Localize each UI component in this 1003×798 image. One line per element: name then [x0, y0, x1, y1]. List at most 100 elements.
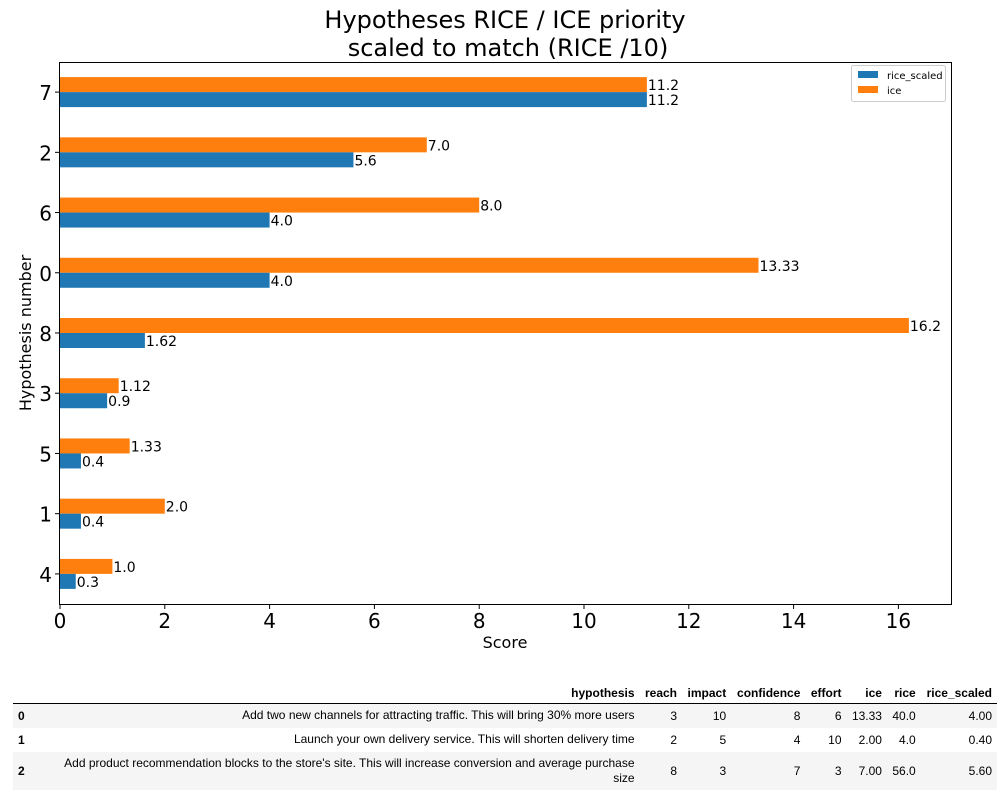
cell-reach: 2	[670, 732, 678, 747]
cell-effort: 10	[828, 732, 842, 747]
cell-rice-scaled: 5.60	[968, 763, 992, 778]
table-body: 0 Add two new channels for attracting tra…	[13, 703, 997, 790]
y-tick-label-5: 5	[39, 442, 52, 466]
table-header-rice-scaled: rice_scaled	[926, 686, 992, 700]
table-header-impact: impact	[687, 686, 727, 700]
chart-title-line1: Hypotheses RICE / ICE priority	[324, 6, 685, 34]
bar-rice-scaled-4	[60, 573, 76, 589]
table-header-rice: rice	[894, 686, 916, 700]
bar-rice-scaled-5	[60, 453, 81, 469]
bars-group: 1.0 0.3 2.0 0.4 1.33 0.4 1.120.9 16.2 1.62 13.33 4…	[60, 77, 941, 591]
x-tick-label-14: 14	[781, 609, 806, 633]
bar-ice-5	[60, 438, 130, 454]
x-tick-label-12: 12	[676, 609, 701, 633]
cell-effort: 6	[834, 708, 842, 723]
row-index: 0	[18, 708, 25, 723]
table-header-ice: ice	[865, 686, 882, 700]
cell-ice: 7.00	[858, 763, 882, 778]
x-tick-label-16: 16	[886, 609, 911, 633]
ticks-group: 4 1 5 3 8 0 6 2 7 0 2 4 6 8 10 12 14 16	[39, 81, 911, 633]
table-row: 1 Launch your own delivery service. This …	[13, 728, 997, 752]
legend-swatch-ice	[858, 86, 878, 93]
bar-ice-8	[60, 318, 909, 333]
bar-rice-scaled-7	[60, 92, 647, 108]
y-tick-label-2: 2	[39, 141, 52, 165]
row-index: 1	[18, 732, 25, 747]
bar-rice-scaled-3	[60, 393, 108, 409]
x-tick-label-10: 10	[571, 609, 596, 633]
data-label-rice-scaled-0: 4.0	[271, 274, 293, 290]
plot-frame	[59, 62, 952, 605]
cell-impact: 5	[719, 732, 727, 747]
data-label-rice-scaled-5: 0.4	[82, 454, 104, 470]
x-tick-label-4: 4	[263, 609, 276, 633]
cell-rice: 56.0	[892, 763, 916, 778]
bar-rice-scaled-2	[60, 152, 354, 168]
cell-rice-scaled: 4.00	[968, 708, 992, 723]
data-label-ice-4: 1.0	[113, 560, 135, 576]
table-header-hypothesis: hypothesis	[571, 686, 635, 700]
bar-ice-2	[60, 137, 427, 153]
data-label-ice-7: 11.2	[648, 78, 679, 94]
y-axis-label: Hypothesis number	[16, 254, 35, 411]
y-tick-label-6: 6	[39, 202, 52, 226]
data-label-ice-0: 13.33	[759, 259, 799, 275]
cell-impact: 10	[712, 708, 727, 723]
table-row: 0 Add two new channels for attracting tra…	[13, 703, 997, 728]
cell-ice: 2.00	[858, 732, 882, 747]
bar-rice-scaled-6	[60, 212, 270, 228]
legend-label-ice: ice	[887, 86, 901, 97]
y-tick-label-1: 1	[39, 503, 52, 527]
data-label-ice-1: 2.0	[166, 500, 188, 516]
y-tick-label-0: 0	[39, 262, 52, 286]
data-label-ice-8: 16.2	[910, 319, 941, 335]
cell-hypothesis: Launch your own delivery service. This w…	[293, 732, 635, 746]
bar-ice-4	[60, 558, 113, 574]
x-tick-label-8: 8	[473, 609, 486, 633]
cell-confidence: 7	[793, 763, 801, 778]
bar-ice-3	[60, 378, 119, 394]
legend: rice_scaled ice	[851, 65, 946, 102]
cell-reach: 3	[670, 708, 678, 723]
table-header-confidence: confidence	[737, 686, 801, 700]
bar-rice-scaled-1	[60, 513, 81, 529]
data-label-rice-scaled-7: 11.2	[648, 93, 679, 109]
data-label-rice-scaled-8: 1.62	[146, 334, 177, 350]
cell-hypothesis: Add two new channels for attracting traf…	[242, 708, 635, 723]
data-table: hypothesis reach impact confidence effort ice…	[13, 683, 997, 790]
y-tick-label-3: 3	[39, 382, 52, 406]
legend-swatch-rice-scaled	[858, 71, 878, 78]
data-label-ice-5: 1.33	[131, 439, 162, 455]
cell-confidence: 8	[793, 708, 801, 723]
cell-impact: 3	[719, 763, 727, 778]
bar-ice-1	[60, 498, 165, 514]
y-tick-label-7: 7	[39, 81, 52, 105]
table-header-effort: effort	[810, 686, 842, 700]
data-label-rice-scaled-6: 4.0	[271, 214, 293, 230]
cell-hypothesis: Add product recommendation blocks to the…	[64, 755, 635, 785]
chart-title-line2: scaled to match (RICE /10)	[348, 34, 669, 62]
table-header-row: hypothesis reach impact confidence effort ice…	[13, 683, 997, 704]
bar-chart: Hypotheses RICE / ICE priority scaled to…	[16, 6, 952, 652]
cell-reach: 8	[670, 763, 678, 778]
data-label-rice-scaled-2: 5.6	[354, 153, 376, 169]
bar-rice-scaled-8	[60, 333, 145, 348]
data-label-rice-scaled-1: 0.4	[82, 515, 104, 531]
y-tick-label-4: 4	[39, 563, 52, 587]
data-label-rice-scaled-4: 0.3	[77, 575, 99, 591]
data-label-ice-6: 8.0	[480, 199, 502, 215]
data-label-ice-3: 1.12	[120, 379, 151, 395]
x-tick-label-2: 2	[158, 609, 171, 633]
data-label-rice-scaled-3: 0.9	[108, 394, 130, 410]
bar-ice-6	[60, 197, 480, 213]
data-label-ice-2: 7.0	[428, 138, 450, 154]
x-tick-label-0: 0	[54, 609, 67, 633]
bar-ice-7	[60, 77, 647, 93]
y-tick-label-8: 8	[39, 322, 52, 346]
bar-rice-scaled-0	[60, 272, 270, 288]
row-index: 2	[18, 763, 25, 778]
legend-label-rice-scaled: rice_scaled	[887, 71, 943, 82]
x-axis-label: Score	[483, 633, 528, 652]
table-header-reach: reach	[644, 686, 678, 700]
cell-effort: 3	[834, 763, 842, 778]
